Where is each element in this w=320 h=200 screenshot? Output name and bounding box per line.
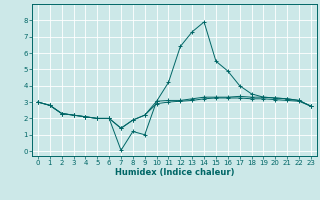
X-axis label: Humidex (Indice chaleur): Humidex (Indice chaleur) [115,168,234,177]
